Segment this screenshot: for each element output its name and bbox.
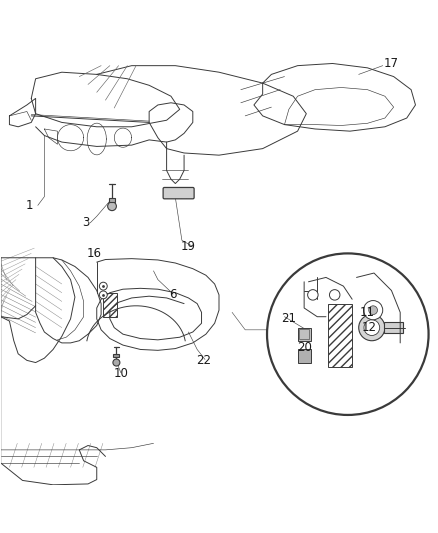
Text: 12: 12 [362, 321, 377, 334]
Text: 19: 19 [181, 240, 196, 253]
Circle shape [108, 202, 117, 211]
Text: 3: 3 [82, 216, 89, 229]
Circle shape [364, 301, 383, 320]
Text: 22: 22 [196, 354, 211, 367]
Text: 1: 1 [25, 199, 33, 212]
Bar [384, 322, 403, 333]
Circle shape [99, 291, 107, 299]
Text: 16: 16 [87, 247, 102, 260]
Circle shape [364, 320, 380, 335]
Circle shape [99, 282, 107, 290]
Circle shape [359, 314, 385, 341]
Text: 10: 10 [113, 367, 128, 380]
FancyBboxPatch shape [163, 188, 194, 199]
Circle shape [307, 289, 318, 300]
Bar [109, 198, 115, 202]
Circle shape [329, 289, 340, 300]
Text: 11: 11 [360, 306, 375, 319]
Text: 20: 20 [297, 341, 311, 354]
Text: 17: 17 [384, 58, 399, 70]
Circle shape [267, 253, 428, 415]
Bar [113, 354, 120, 357]
Circle shape [369, 306, 378, 314]
Circle shape [113, 359, 120, 366]
Bar [297, 350, 311, 362]
Bar [297, 328, 311, 341]
Bar [299, 329, 309, 340]
Bar [103, 293, 117, 317]
Text: 6: 6 [170, 288, 177, 301]
Text: 21: 21 [281, 312, 297, 325]
Bar [328, 304, 352, 367]
